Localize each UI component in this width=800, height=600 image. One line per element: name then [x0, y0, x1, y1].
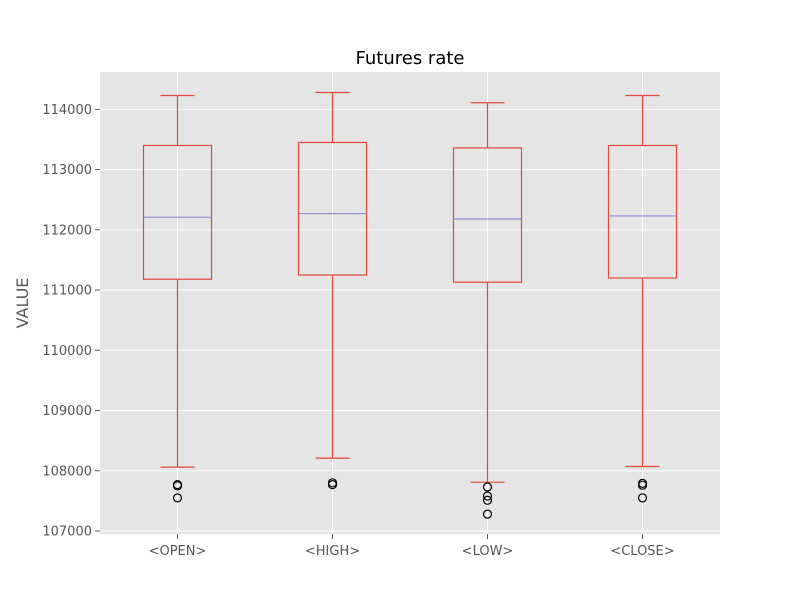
box-iqr — [142, 144, 213, 280]
outlier-point — [637, 493, 648, 503]
box-group — [297, 91, 368, 490]
box-series — [142, 91, 678, 519]
outlier-point — [482, 509, 493, 519]
box-iqr — [452, 147, 523, 283]
box-group — [142, 94, 213, 503]
y-tick-label: 107000 — [42, 524, 92, 539]
chart-title: Futures rate — [356, 48, 465, 69]
y-axis-ticks: 107000 108000 109000 110000 111000 112000 1130… — [42, 103, 100, 539]
y-tick-label: 112000 — [42, 223, 92, 238]
outlier-point — [172, 493, 183, 503]
y-tick-label: 109000 — [42, 404, 92, 419]
x-tick-label: <CLOSE> — [610, 544, 674, 559]
x-axis-ticks: <OPEN> <HIGH> <LOW> <CLOSE> — [149, 534, 675, 559]
y-tick-label: 113000 — [42, 163, 92, 178]
y-tick-label: 111000 — [42, 284, 92, 299]
x-tick-label: <LOW> — [462, 544, 514, 559]
outlier-point — [327, 480, 338, 490]
outlier-point — [637, 480, 648, 490]
outlier-point — [172, 481, 183, 491]
y-tick-label: 108000 — [42, 464, 92, 479]
x-tick-label: <OPEN> — [149, 544, 207, 559]
outlier-point — [482, 482, 493, 492]
box-iqr — [297, 141, 368, 276]
plot-area — [100, 72, 720, 534]
y-tick-label: 114000 — [42, 103, 92, 118]
outlier-point — [482, 495, 493, 505]
box-group — [607, 94, 678, 503]
x-tick-label: <HIGH> — [305, 544, 360, 559]
y-axis-label: VALUE — [13, 278, 32, 329]
outlier-point — [482, 491, 493, 501]
y-tick-label: 110000 — [42, 344, 92, 359]
box-iqr — [607, 144, 678, 279]
box-group — [452, 102, 523, 519]
